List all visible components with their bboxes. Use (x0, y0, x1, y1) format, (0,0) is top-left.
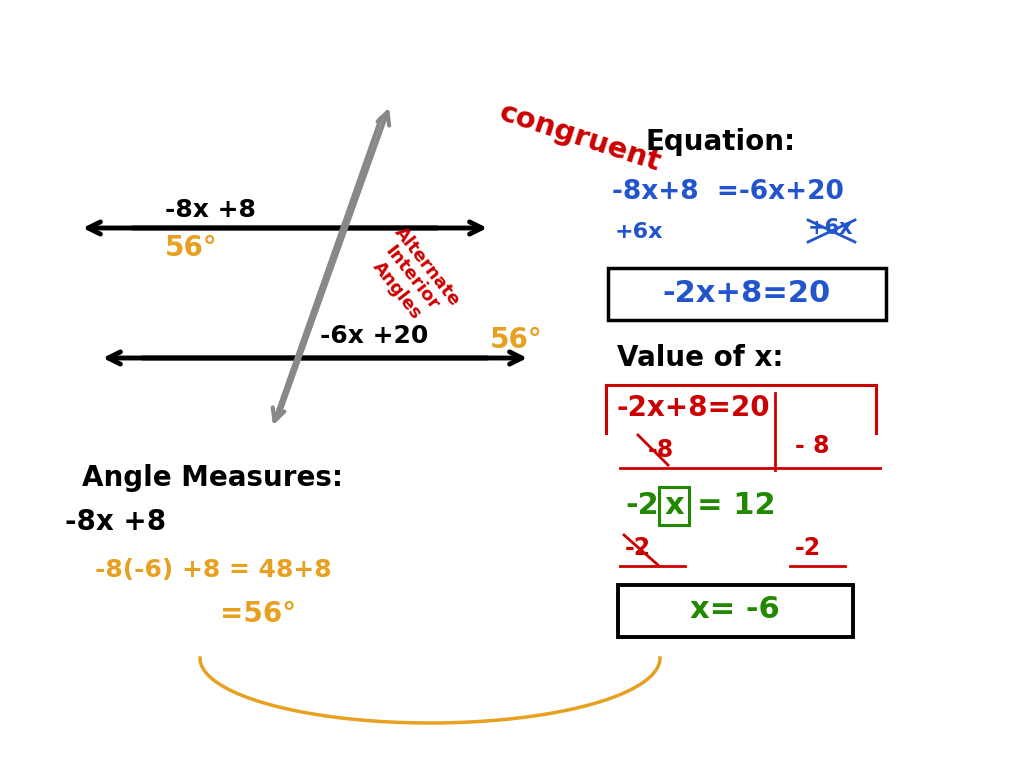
Text: -6x +20: -6x +20 (319, 324, 428, 348)
Text: -8: -8 (648, 438, 674, 462)
Text: Alternate
Interior
Angles: Alternate Interior Angles (360, 223, 464, 333)
Text: -2x+8=20: -2x+8=20 (617, 394, 771, 422)
Text: x: x (665, 492, 685, 521)
Text: 56°: 56° (165, 234, 218, 262)
Text: -8(-6) +8 = 48+8: -8(-6) +8 = 48+8 (95, 558, 332, 582)
Text: +6x: +6x (808, 218, 854, 238)
Text: +6x: +6x (615, 222, 664, 242)
Text: -2: -2 (625, 492, 658, 521)
Bar (618, 585, 853, 637)
Text: -8x +8: -8x +8 (65, 508, 166, 536)
Text: = 12: = 12 (697, 492, 775, 521)
Bar (608, 268, 886, 320)
Bar (659, 487, 689, 525)
Text: 56°: 56° (490, 326, 543, 354)
Text: -2: -2 (795, 536, 821, 560)
Text: - 8: - 8 (795, 434, 829, 458)
Text: -8x +8: -8x +8 (165, 198, 256, 222)
Text: -2: -2 (625, 536, 651, 560)
Text: =56°: =56° (220, 600, 296, 628)
Text: congruent: congruent (496, 98, 665, 177)
Text: Angle Measures:: Angle Measures: (82, 464, 343, 492)
Text: -2x+8=20: -2x+8=20 (663, 279, 831, 307)
Text: -8x+8  =-6x+20: -8x+8 =-6x+20 (612, 179, 844, 205)
Text: Value of x:: Value of x: (617, 344, 783, 372)
Text: Equation:: Equation: (645, 128, 795, 156)
Text: x= -6: x= -6 (690, 595, 780, 624)
